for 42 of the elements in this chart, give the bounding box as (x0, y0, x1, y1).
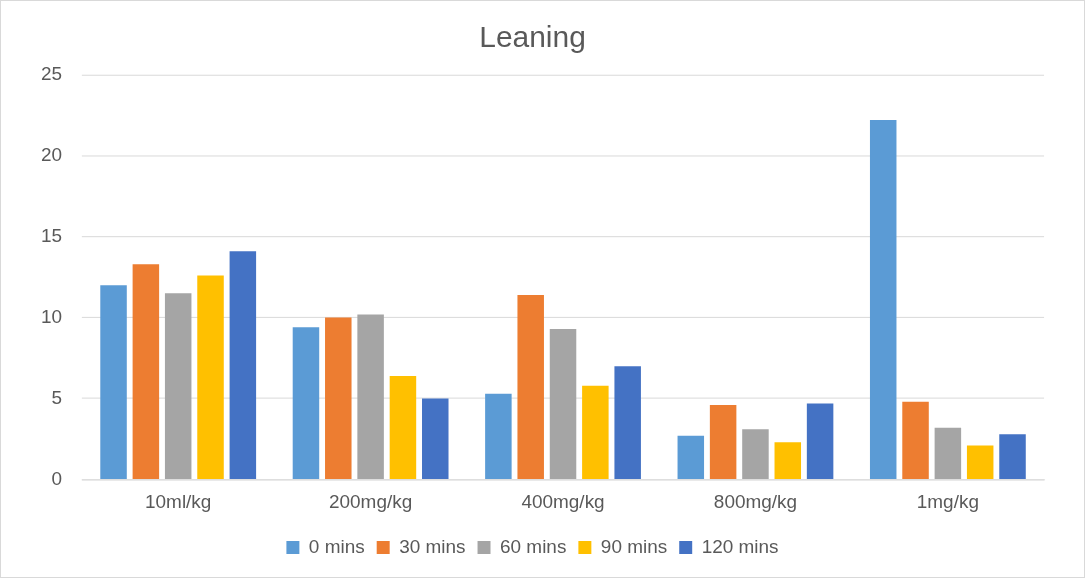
x-tick-label: 200mg/kg (328, 491, 413, 513)
y-tick-label: 10 (40, 305, 63, 327)
bar (966, 445, 994, 480)
bar (709, 405, 737, 480)
bar (132, 264, 160, 480)
x-tick-label: 10ml/kg (145, 491, 212, 513)
x-tick-label: 1mg/kg (916, 491, 979, 513)
bar (934, 427, 962, 480)
bar (806, 403, 834, 480)
bar (517, 294, 544, 480)
legend-label: 60 mins (500, 535, 567, 557)
bar (582, 385, 609, 480)
bar (229, 251, 257, 480)
legend-label: 120 mins (701, 535, 779, 557)
bar (357, 314, 384, 480)
bar (325, 317, 352, 480)
y-tick-label: 25 (40, 62, 63, 84)
bar (549, 328, 577, 480)
x-tick-label: 400mg/kg (521, 491, 605, 513)
bar (197, 275, 224, 480)
bar (422, 398, 449, 480)
x-tick-label: 800mg/kg (713, 491, 798, 513)
y-tick-label: 20 (40, 143, 63, 165)
chart-title: Leaning (479, 20, 586, 54)
bar (999, 434, 1026, 480)
y-tick-label: 15 (40, 224, 63, 246)
bar (614, 366, 641, 480)
bar (389, 375, 417, 480)
legend-label: 0 mins (308, 535, 365, 557)
bar (869, 120, 897, 480)
bar (164, 293, 192, 480)
legend-label: 90 mins (600, 535, 668, 557)
bar (774, 442, 802, 480)
legend-label: 30 mins (399, 535, 466, 557)
bar (677, 435, 705, 480)
bar (902, 401, 929, 480)
bar (485, 393, 512, 480)
bar (292, 327, 320, 480)
bar (742, 429, 769, 480)
y-tick-label: 0 (51, 467, 63, 489)
y-tick-label: 5 (51, 386, 63, 408)
bar (100, 285, 127, 480)
